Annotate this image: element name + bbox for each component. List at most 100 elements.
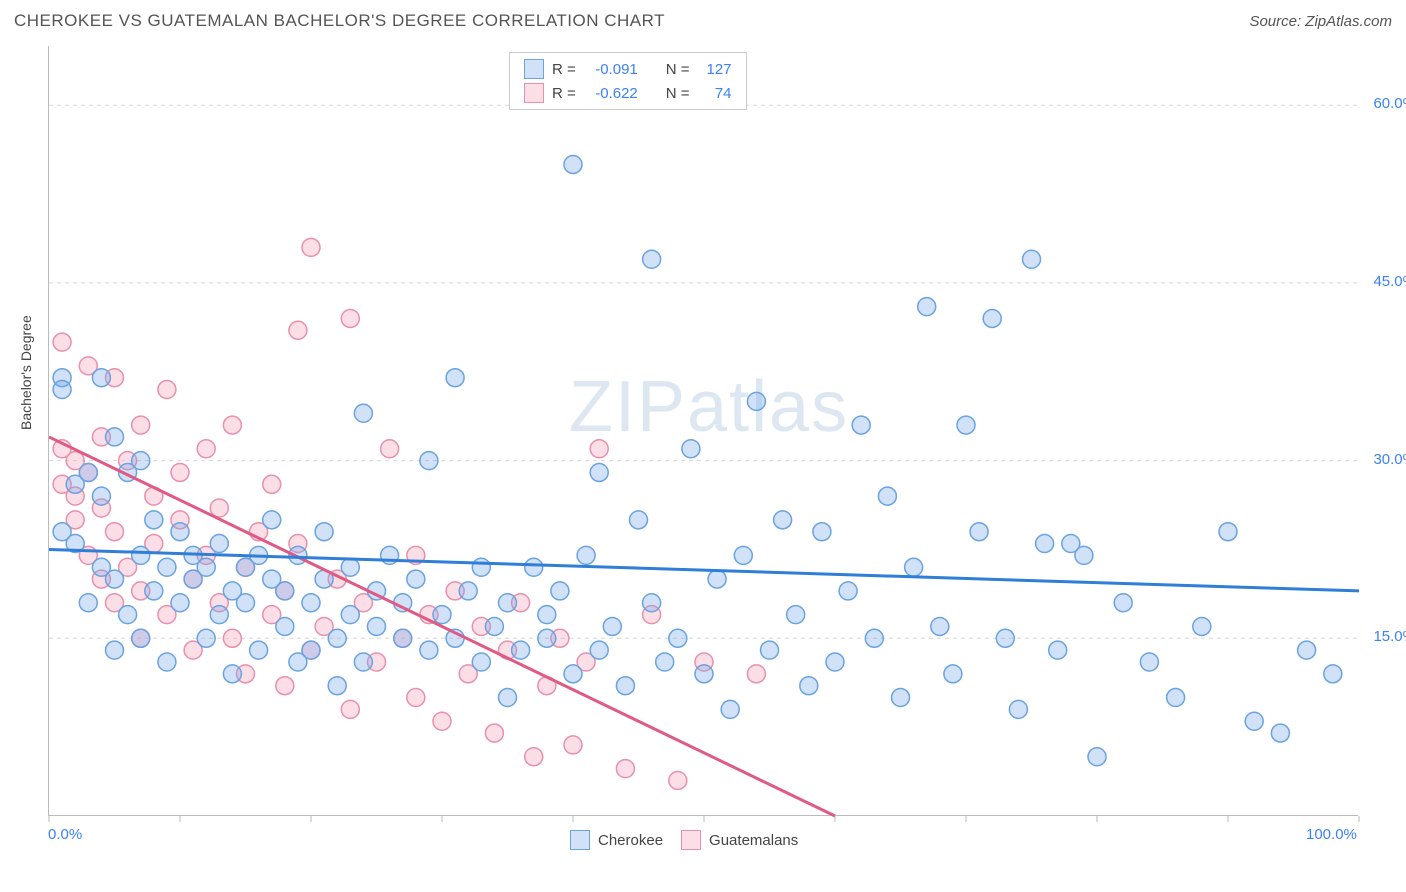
cherokee-point [92,369,110,387]
cherokee-point [499,689,517,707]
cherokee-point [302,641,320,659]
cherokee-point [643,594,661,612]
guatemalans-point [276,677,294,695]
cherokee-point [263,511,281,529]
cherokee-point [420,452,438,470]
cherokee-point [119,606,137,624]
cherokee-point [564,665,582,683]
guatemalans-point [223,629,241,647]
top-legend-box: R =-0.091N =127R =-0.622N =74 [509,52,747,110]
guatemalans-point [341,309,359,327]
cherokee-point [682,440,700,458]
legend-label: Cherokee [598,832,663,849]
cherokee-point [826,653,844,671]
cherokee-point [53,381,71,399]
n-label: N = [666,85,690,102]
bottom-legend: Cherokee Guatemalans [570,830,798,850]
cherokee-point [918,298,936,316]
cherokee-point [197,558,215,576]
cherokee-point [970,523,988,541]
cherokee-point [171,594,189,612]
cherokee-point [1009,700,1027,718]
cherokee-point [433,606,451,624]
cherokee-point [1298,641,1316,659]
r-value: -0.622 [584,85,638,102]
cherokee-point [1219,523,1237,541]
legend-row-cherokee: R =-0.091N =127 [524,59,732,79]
cherokee-point [368,617,386,635]
cherokee-point [472,653,490,671]
guatemalans-point [407,689,425,707]
y-tick-label: 15.0% [1373,628,1406,645]
cherokee-point [538,629,556,647]
cherokee-point [669,629,687,647]
cherokee-point [394,629,412,647]
cherokee-point [787,606,805,624]
cherokee-point [210,606,228,624]
y-axis-label: Bachelor's Degree [18,315,34,430]
legend-swatch [524,59,544,79]
cherokee-point [250,641,268,659]
cherokee-point [472,558,490,576]
y-tick-label: 60.0% [1373,95,1406,112]
guatemalans-point [158,381,176,399]
cherokee-point [106,641,124,659]
cherokee-point [1324,665,1342,683]
cherokee-point [656,653,674,671]
cherokee-point [695,665,713,683]
guatemalans-point [564,736,582,754]
cherokee-point [1036,535,1054,553]
r-label: R = [552,85,576,102]
cherokee-point [1140,653,1158,671]
cherokee-point [1245,712,1263,730]
r-value: -0.091 [584,61,638,78]
y-tick-label: 30.0% [1373,451,1406,468]
cherokee-point [92,487,110,505]
cherokee-point [145,511,163,529]
cherokee-point [302,594,320,612]
cherokee-point [341,558,359,576]
cherokee-point [892,689,910,707]
cherokee-point [944,665,962,683]
cherokee-point [132,546,150,564]
cherokee-point [512,641,530,659]
chart-svg [49,46,1358,815]
cherokee-point [630,511,648,529]
cherokee-point [1271,724,1289,742]
guatemalans-point [210,499,228,517]
cherokee-point [328,629,346,647]
cherokee-point [276,617,294,635]
guatemalans-point [197,440,215,458]
cherokee-point [551,582,569,600]
cherokee-point [616,677,634,695]
cherokee-point [839,582,857,600]
cherokee-point [354,404,372,422]
cherokee-point [106,428,124,446]
guatemalans-point [171,463,189,481]
legend-label: Guatemalans [709,832,798,849]
cherokee-point [603,617,621,635]
cherokee-point [132,452,150,470]
x-tick-label: 100.0% [1306,826,1357,843]
cherokee-point [354,653,372,671]
cherokee-point [852,416,870,434]
cherokee-point [1088,748,1106,766]
cherokee-point [708,570,726,588]
cherokee-point [197,629,215,647]
guatemalans-point [263,475,281,493]
plot-area: ZIPatlas R =-0.091N =127R =-0.622N =74 1… [48,46,1358,816]
cherokee-point [590,641,608,659]
cherokee-point [996,629,1014,647]
cherokee-point [132,629,150,647]
legend-swatch [570,830,590,850]
cherokee-point [1167,689,1185,707]
cherokee-point [1049,641,1067,659]
cherokee-point [485,617,503,635]
cherokee-point [525,558,543,576]
cherokee-point [590,463,608,481]
r-label: R = [552,61,576,78]
cherokee-point [499,594,517,612]
cherokee-point [865,629,883,647]
cherokee-point [341,606,359,624]
cherokee-point [315,523,333,541]
